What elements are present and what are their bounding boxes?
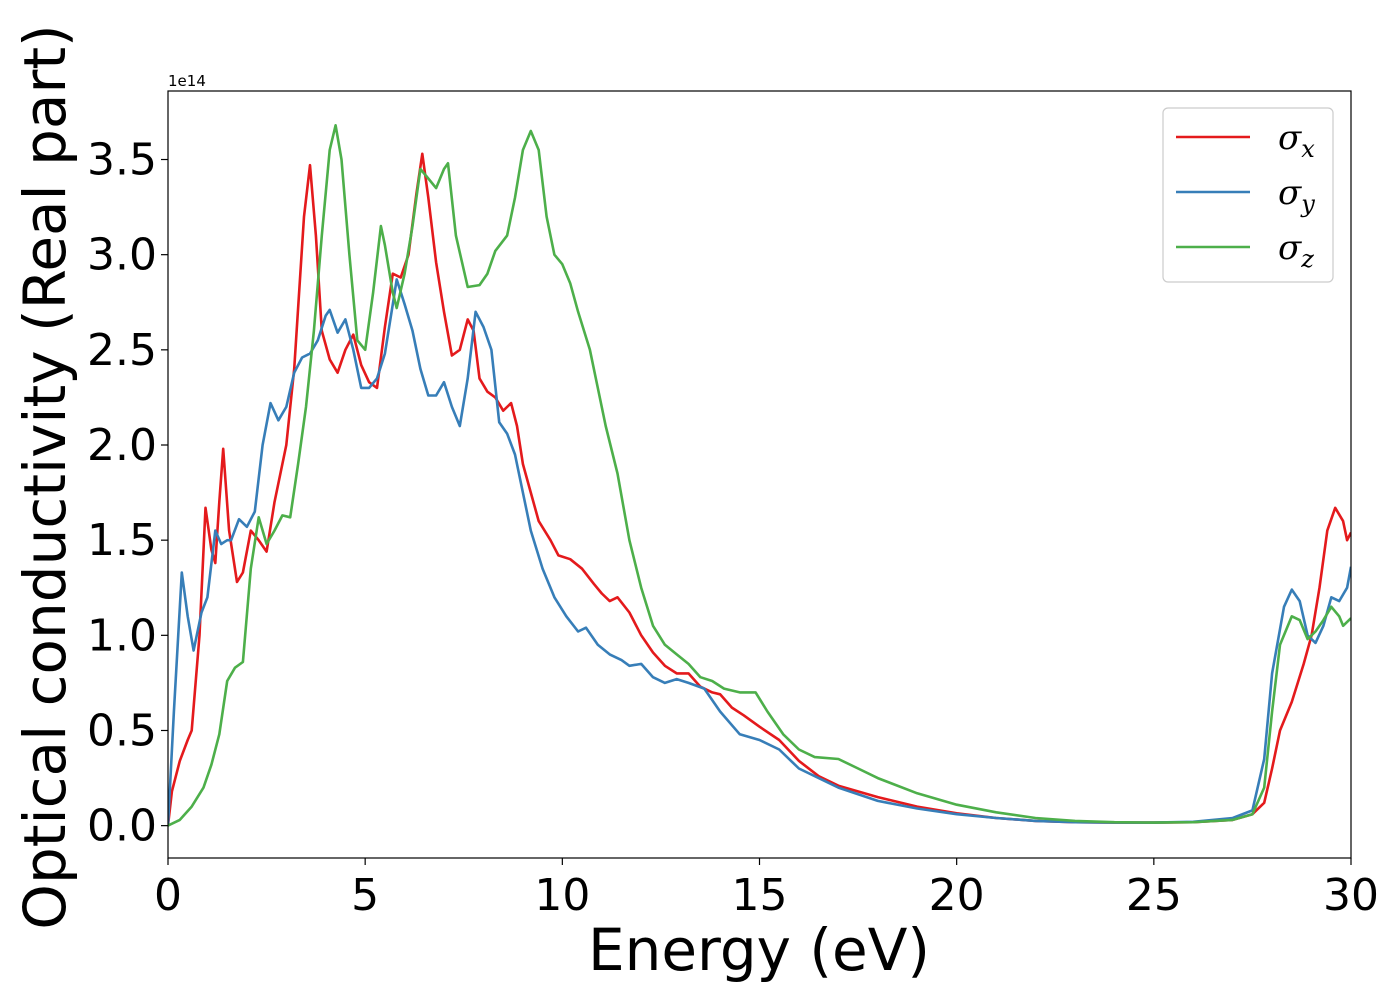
legend-label-y: σy bbox=[1278, 173, 1315, 218]
y-tick-label: 3.0 bbox=[87, 230, 157, 281]
legend-box bbox=[1162, 107, 1334, 283]
x-tick-label: 10 bbox=[534, 870, 590, 921]
series-layer bbox=[168, 124, 1351, 827]
x-axis-title: Energy (eV) bbox=[588, 916, 930, 984]
y-axis-title: Optical conductivity (Real part) bbox=[11, 24, 79, 929]
x-tick-label: 20 bbox=[929, 870, 985, 921]
x-tick-label: 0 bbox=[154, 870, 182, 921]
series-line-y bbox=[168, 278, 1351, 826]
y-tick-label: 1.5 bbox=[87, 515, 157, 566]
y-tick-label: 3.5 bbox=[87, 135, 157, 186]
y-tick-label: 2.5 bbox=[87, 325, 157, 376]
y-tick-label: 2.0 bbox=[87, 420, 157, 471]
y-tick-label: 0.0 bbox=[87, 801, 157, 852]
legend-label-x: σx bbox=[1278, 118, 1315, 163]
y-tick-label: 0.5 bbox=[87, 705, 157, 756]
series-line-z bbox=[168, 124, 1351, 827]
y-tick-label: 1.0 bbox=[87, 610, 157, 661]
x-tick-label: 5 bbox=[351, 870, 379, 921]
y-offset-label: 1e14 bbox=[168, 72, 206, 90]
x-tick-label: 15 bbox=[732, 870, 788, 921]
x-tick-label: 25 bbox=[1126, 870, 1182, 921]
axes-layer: 0 5 10 15 20 25 30 0.0 0.5 1.0 1.5 2.0 2.5 3.0 3.5 bbox=[87, 90, 1379, 921]
x-tick-label: 30 bbox=[1323, 870, 1379, 921]
